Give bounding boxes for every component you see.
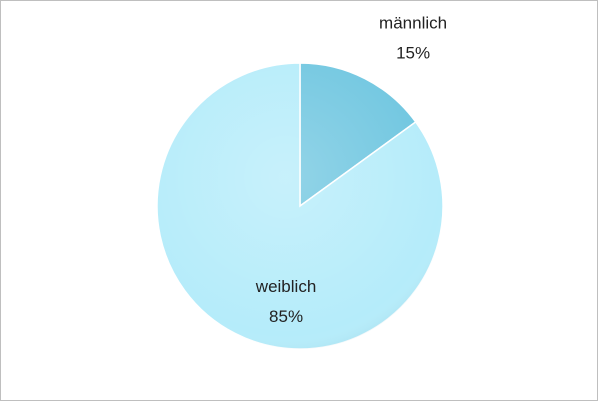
slice-label: weiblich [255, 277, 316, 296]
slice-value-label: 15% [396, 43, 430, 62]
slice-value-label: 85% [269, 307, 303, 326]
slice-label: männlich [379, 13, 447, 32]
